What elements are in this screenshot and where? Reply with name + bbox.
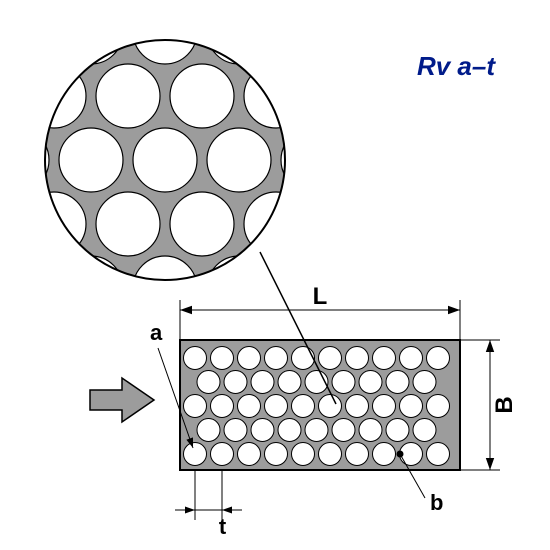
title-label: Rv a–t xyxy=(417,51,496,81)
dim-B-label: B xyxy=(491,396,518,413)
dim-L-label: L xyxy=(313,283,328,310)
dim-a-label: a xyxy=(150,320,163,345)
dim-t-label: t xyxy=(219,514,227,539)
direction-arrow-icon xyxy=(90,378,154,422)
magnifier-view xyxy=(0,0,382,320)
perforated-plate xyxy=(180,340,460,470)
dim-b-label: b xyxy=(430,490,443,515)
